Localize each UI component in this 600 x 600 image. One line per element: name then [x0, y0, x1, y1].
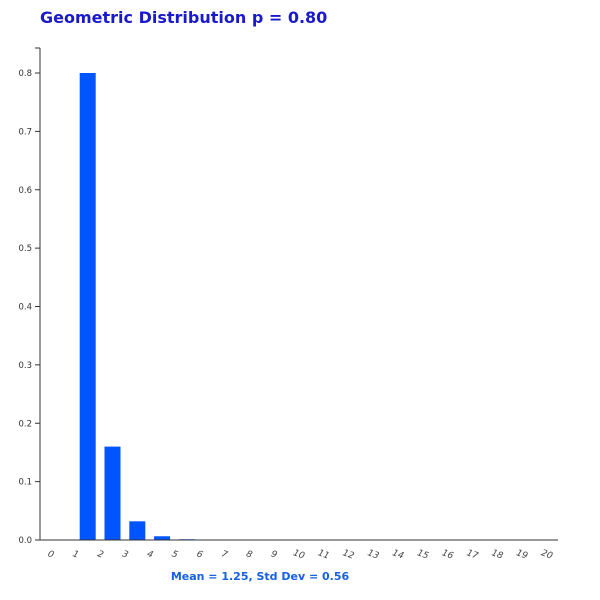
x-tick-label: 0 — [46, 549, 55, 560]
y-tick-label: 0.0 — [18, 536, 32, 546]
x-tick-label: 17 — [465, 548, 479, 561]
x-tick-label: 2 — [96, 549, 105, 560]
y-tick-label: 0.8 — [18, 69, 32, 79]
x-tick-label: 10 — [292, 548, 306, 561]
y-axis: 0.0 0.1 0.2 0.3 0.4 0.5 0.6 0.7 0.8 — [18, 47, 41, 546]
x-tick-label: 16 — [440, 548, 454, 561]
x-tick-label: 18 — [490, 548, 504, 561]
bar-3 — [129, 521, 146, 540]
x-tick-label: 20 — [540, 548, 554, 561]
y-tick-label: 0.7 — [18, 127, 32, 137]
x-tick-label: 11 — [316, 548, 330, 561]
bar-1 — [79, 73, 96, 540]
bars-layer — [79, 73, 295, 540]
bar-2 — [104, 446, 121, 540]
x-tick-label: 4 — [145, 549, 154, 560]
y-tick-label: 0.5 — [18, 244, 32, 254]
chart-subtitle: Mean = 1.25, Std Dev = 0.56 — [170, 570, 350, 583]
y-tick-label: 0.6 — [18, 186, 32, 196]
x-tick-label: 1 — [71, 549, 80, 560]
x-tick-label: 7 — [220, 549, 229, 560]
y-tick-label: 0.2 — [18, 419, 32, 429]
x-tick-label: 3 — [121, 549, 130, 560]
bar-4 — [154, 536, 171, 540]
x-tick-label: 9 — [269, 549, 278, 560]
x-tick-label: 8 — [245, 549, 254, 560]
y-tick-label: 0.1 — [18, 478, 32, 488]
y-tick-label: 0.3 — [18, 361, 32, 371]
x-axis: 0 1 2 3 4 5 6 7 8 9 10 11 12 13 14 15 16 17 18 19 20 — [40, 539, 558, 562]
chart-title: Geometric Distribution p = 0.80 — [40, 8, 328, 27]
x-tick-label: 14 — [391, 548, 405, 561]
x-tick-label: 13 — [366, 548, 380, 561]
x-tick-label: 5 — [170, 549, 179, 560]
x-tick-label: 19 — [515, 548, 529, 561]
x-tick-label: 6 — [195, 549, 204, 560]
y-tick-label: 0.4 — [18, 303, 32, 313]
x-tick-label: 12 — [341, 548, 355, 561]
x-tick-label: 15 — [416, 548, 430, 561]
